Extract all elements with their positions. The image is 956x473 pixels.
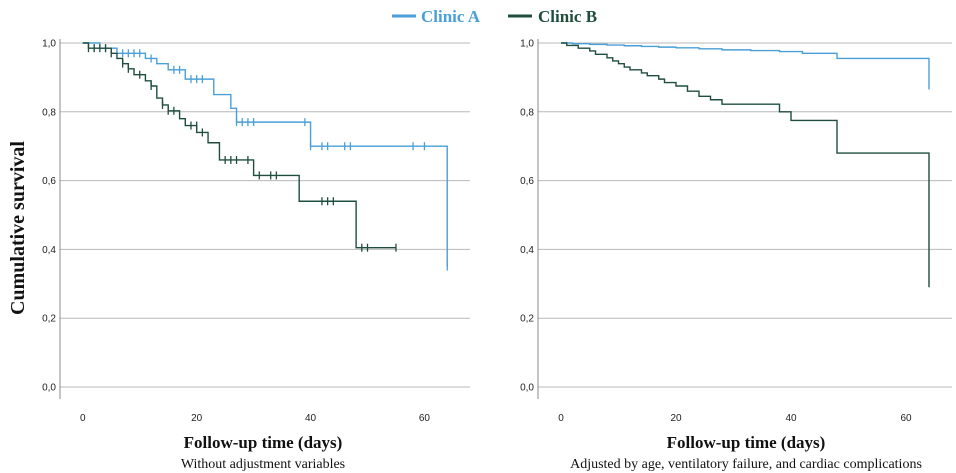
left-y-tick-label: 0,0 — [42, 383, 56, 394]
left-panel: 0,0 0,2 0,4 0,6 0,8 1,0 0 20 40 60 — [42, 39, 470, 424]
left-x-tick-label: 40 — [305, 413, 317, 424]
left-y-tick-label: 0,2 — [42, 314, 56, 325]
right-subtitle: Adjusted by age, ventilatory failure, an… — [570, 457, 922, 472]
left-y-tick-label: 0,8 — [42, 107, 56, 118]
legend-label-clinic-a: Clinic A — [421, 7, 481, 26]
right-y-tick-label: 0,4 — [520, 245, 534, 256]
right-x-tick-label: 60 — [900, 413, 912, 424]
right-y-tick-label: 1,0 — [520, 39, 534, 50]
left-x-tick-label: 20 — [191, 413, 203, 424]
right-x-axis-title: Follow-up time (days) — [667, 433, 826, 452]
right-y-tick-label: 0,2 — [520, 314, 534, 325]
right-x-tick-label: 20 — [670, 413, 682, 424]
right-y-tick-label: 0,0 — [520, 383, 534, 394]
right-y-tick-label: 0,8 — [520, 107, 534, 118]
legend: Clinic A Clinic B — [392, 7, 597, 26]
left-y-tick-label: 1,0 — [42, 39, 56, 50]
left-x-tick-label: 0 — [80, 413, 86, 424]
left-subtitle: Without adjustment variables — [181, 457, 345, 472]
right-y-tick-label: 0,6 — [520, 176, 534, 187]
right-x-tick-label: 0 — [558, 413, 564, 424]
right-x-tick-label: 40 — [785, 413, 797, 424]
left-y-tick-label: 0,4 — [42, 245, 56, 256]
legend-label-clinic-b: Clinic B — [538, 7, 597, 26]
right-panel: 0,0 0,2 0,4 0,6 0,8 1,0 0 20 40 60 — [520, 39, 952, 424]
y-axis-label: Cumulative survival — [7, 141, 29, 315]
right-curve-clinic-b — [561, 42, 930, 288]
left-x-tick-label: 60 — [419, 413, 431, 424]
right-curve-clinic-a — [561, 42, 930, 90]
left-curve-clinic-b — [82, 42, 396, 249]
left-y-tick-label: 0,6 — [42, 176, 56, 187]
left-x-axis-title: Follow-up time (days) — [184, 433, 343, 452]
left-curve-clinic-a — [82, 42, 448, 267]
